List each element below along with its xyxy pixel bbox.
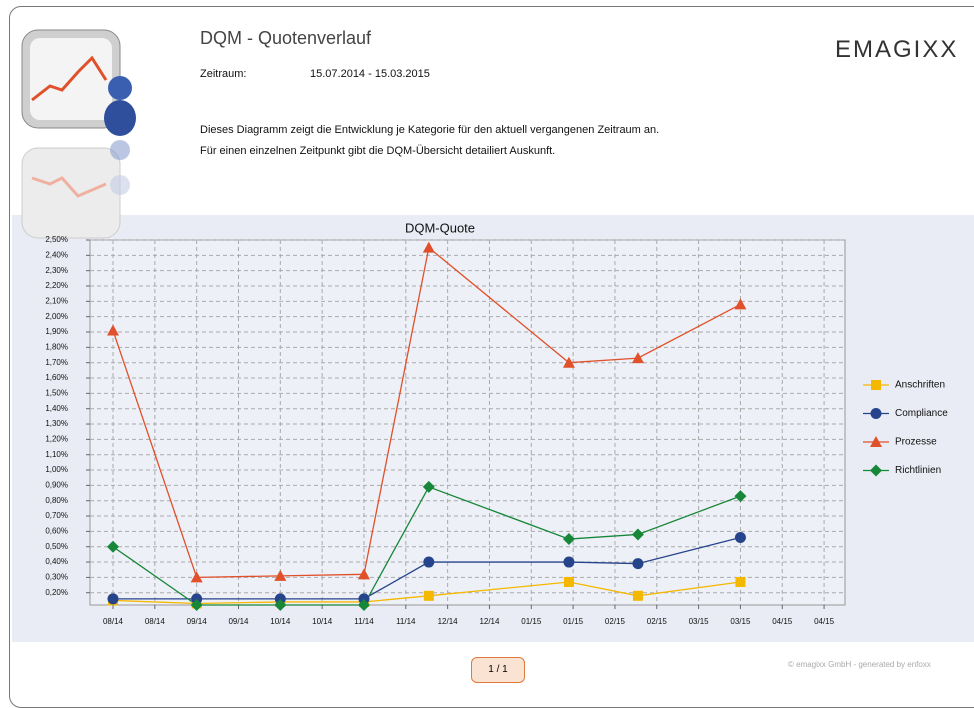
y-tick-label: 1,90% xyxy=(45,327,68,336)
y-tick-label: 2,00% xyxy=(45,312,68,321)
y-tick-label: 1,40% xyxy=(45,404,68,413)
y-tick-label: 0,20% xyxy=(45,588,68,597)
marker xyxy=(563,557,574,568)
x-tick-label: 04/15 xyxy=(772,617,793,626)
legend-label: Prozesse xyxy=(895,437,937,448)
y-tick-label: 1,30% xyxy=(45,419,68,428)
y-tick-label: 0,40% xyxy=(45,557,68,566)
x-tick-label: 09/14 xyxy=(228,617,249,626)
marker xyxy=(564,577,574,587)
copyright: © emagixx GmbH - generated by enfoxx xyxy=(788,660,931,669)
y-tick-label: 1,70% xyxy=(45,358,68,367)
y-tick-label: 2,40% xyxy=(45,250,68,259)
legend-marker xyxy=(871,380,881,390)
legend-marker xyxy=(871,408,882,419)
marker xyxy=(632,558,643,569)
period: 15.07.2014 - 15.03.2015 xyxy=(310,68,430,80)
y-tick-label: 2,10% xyxy=(45,296,68,305)
y-tick-label: 0,90% xyxy=(45,480,68,489)
marker xyxy=(633,591,643,601)
x-tick-label: 11/14 xyxy=(396,617,416,626)
y-tick-label: 0,80% xyxy=(45,496,68,505)
x-tick-label: 10/14 xyxy=(312,617,333,626)
y-tick-label: 2,50% xyxy=(45,235,68,244)
description: Dieses Diagramm zeigt die Entwicklung je… xyxy=(200,124,659,136)
x-tick-label: 08/14 xyxy=(103,617,124,626)
legend-label: Anschriften xyxy=(895,380,945,391)
marker xyxy=(735,577,745,587)
marker xyxy=(423,557,434,568)
y-tick-label: 0,30% xyxy=(45,573,68,582)
legend-label: Richtlinien xyxy=(895,465,941,476)
x-tick-label: 03/15 xyxy=(689,617,710,626)
legend-marker xyxy=(870,465,882,477)
y-tick-label: 1,20% xyxy=(45,434,68,443)
logo: EMAGIXX xyxy=(835,36,958,64)
marker xyxy=(735,532,746,543)
y-tick-label: 1,60% xyxy=(45,373,68,382)
x-tick-label: 04/15 xyxy=(814,617,835,626)
x-tick-label: 10/14 xyxy=(270,617,291,626)
y-tick-label: 0,50% xyxy=(45,542,68,551)
icon xyxy=(22,30,136,238)
title: DQM - Quotenverlauf xyxy=(200,28,371,49)
page: DQM-Quote 0,20% 0,30% 0,40% 0,50% 0,60% 0,70%… xyxy=(0,0,974,675)
marker xyxy=(108,593,119,604)
legend-label: Compliance xyxy=(895,408,948,419)
plot-area xyxy=(90,240,845,605)
y-tick-label: 1,80% xyxy=(45,342,68,351)
y-tick-label: 1,50% xyxy=(45,388,68,397)
x-tick-label: 01/15 xyxy=(563,617,584,626)
x-tick-label: 02/15 xyxy=(605,617,626,626)
x-tick-label: 09/14 xyxy=(187,617,208,626)
x-tick-label: 01/15 xyxy=(521,617,542,626)
x-tick-label: 12/14 xyxy=(438,617,459,626)
y-tick-label: 1,00% xyxy=(45,465,68,474)
x-tick-label: 08/14 xyxy=(145,617,166,626)
y-tick-label: 2,30% xyxy=(45,266,68,275)
period-label: Zeitraum: xyxy=(200,68,246,80)
description: Für einen einzelnen Zeitpunkt gibt die D… xyxy=(200,145,555,157)
y-tick-label: 0,60% xyxy=(45,526,68,535)
y-tick-label: 1,10% xyxy=(45,450,68,459)
chart: DQM-Quote 0,20% 0,30% 0,40% 0,50% 0,60% 0,70%… xyxy=(0,0,974,675)
y-tick-label: 2,20% xyxy=(45,281,68,290)
chart-title: DQM-Quote xyxy=(405,220,475,235)
y-tick-label: 0,70% xyxy=(45,511,68,520)
x-tick-label: 12/14 xyxy=(479,617,500,626)
x-tick-label: 03/15 xyxy=(730,617,751,626)
x-tick-label: 11/14 xyxy=(354,617,374,626)
marker xyxy=(424,591,434,601)
x-tick-label: 02/15 xyxy=(647,617,668,626)
page-number[interactable]: 1 / 1 xyxy=(471,657,525,683)
